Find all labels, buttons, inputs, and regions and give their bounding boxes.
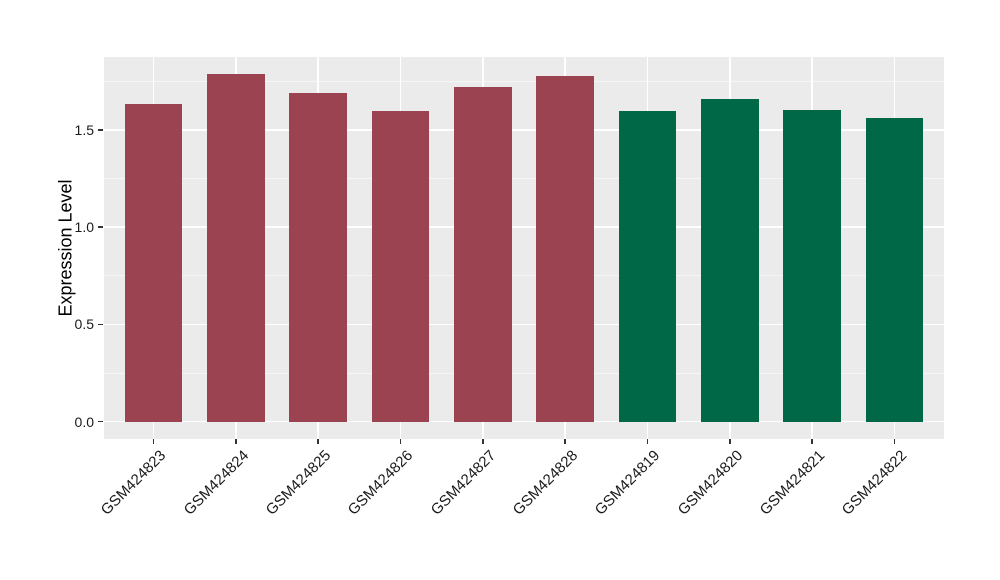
bar-GSM424823 (124, 104, 183, 422)
x-tick-mark-GSM424823 (152, 439, 155, 444)
bar-GSM424822 (865, 118, 924, 422)
y-tick-mark-1.0 (98, 226, 103, 228)
x-tick-label-GSM424822: GSM424822 (839, 447, 911, 519)
y-tick-label-1.5: 1.5 (74, 121, 94, 138)
bar-GSM424826 (371, 111, 430, 422)
gridline-major-y-0.5 (104, 323, 944, 326)
gridline-major-y-0 (104, 420, 944, 423)
gridline-minor-y-1.25 (104, 177, 944, 179)
bar-GSM424819 (618, 111, 677, 422)
x-tick-mark-GSM424827 (482, 439, 484, 444)
bar-GSM424828 (536, 75, 594, 422)
gridline-minor-y-0.25 (104, 372, 944, 374)
y-tick-mark-0.0 (98, 420, 103, 423)
y-tick-label-0.5: 0.5 (74, 316, 94, 333)
y-tick-mark-0.5 (98, 323, 103, 326)
y-axis-title: Expression Level (55, 179, 76, 317)
x-tick-label-GSM424825: GSM424825 (262, 447, 335, 519)
x-tick-mark-GSM424828 (564, 439, 566, 444)
x-tick-label-GSM424819: GSM424819 (591, 447, 664, 519)
bar-GSM424820 (701, 99, 759, 422)
x-tick-label-GSM424827: GSM424827 (427, 447, 499, 519)
x-tick-mark-GSM424824 (235, 439, 237, 444)
x-tick-label-GSM424828: GSM424828 (509, 447, 582, 519)
x-tick-mark-GSM424825 (317, 439, 319, 444)
y-tick-mark-1.5 (98, 129, 103, 131)
x-tick-label-GSM424824: GSM424824 (180, 447, 252, 519)
bar-GSM424821 (783, 109, 842, 422)
y-tick-label-1.0: 1.0 (74, 219, 94, 236)
x-tick-mark-GSM424819 (646, 439, 649, 444)
x-tick-label-GSM424820: GSM424820 (674, 447, 746, 519)
x-tick-mark-GSM424826 (399, 439, 402, 444)
bar-GSM424827 (454, 87, 512, 422)
bar-GSM424824 (206, 74, 265, 422)
bar-GSM424825 (289, 92, 347, 422)
gridline-minor-y-1.75 (104, 80, 944, 82)
x-tick-label-GSM424826: GSM424826 (344, 447, 417, 519)
x-tick-label-GSM424823: GSM424823 (97, 447, 170, 519)
x-tick-label-GSM424821: GSM424821 (756, 447, 829, 519)
y-tick-label-0.0: 0.0 (74, 413, 94, 430)
x-tick-mark-GSM424821 (811, 439, 813, 444)
x-tick-mark-GSM424822 (893, 439, 896, 444)
plot-panel (104, 57, 944, 439)
gridline-major-y-1 (104, 226, 944, 228)
gridline-minor-y-0.75 (104, 275, 944, 277)
x-tick-mark-GSM424820 (729, 439, 731, 444)
gridline-major-y-1.5 (104, 129, 944, 131)
